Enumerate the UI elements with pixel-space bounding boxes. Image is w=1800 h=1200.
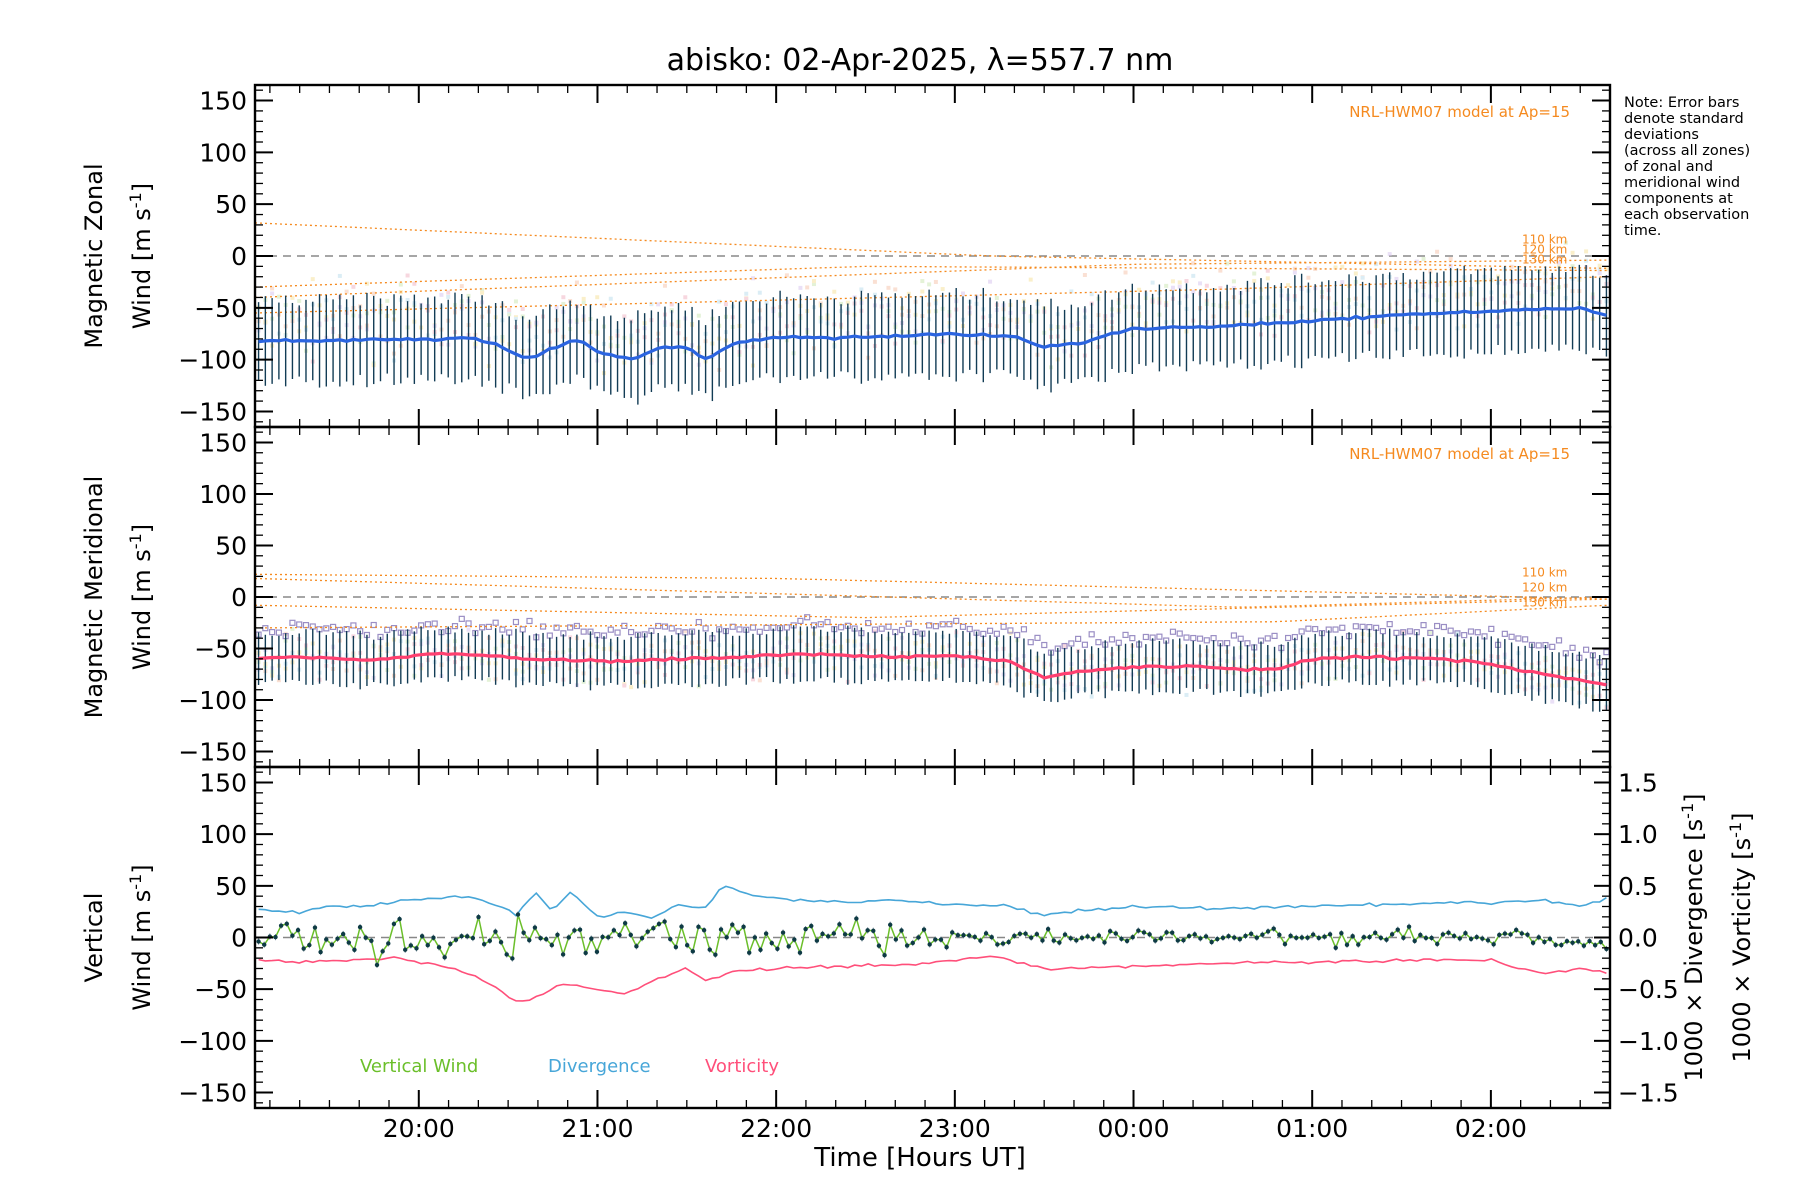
note-line: time. <box>1624 223 1661 239</box>
vorticity-axis-label: 1000 × Vorticity [s-1] <box>1726 813 1756 1063</box>
y-tick-label: 150 <box>199 428 247 457</box>
model-altitude-label: 120 km <box>1522 243 1567 257</box>
note-line: meridional wind <box>1624 175 1740 191</box>
y-tick-label: −150 <box>178 1079 247 1108</box>
right-y-tick-label: 0.5 <box>1618 872 1658 901</box>
divergence-line <box>258 885 1607 920</box>
model-curves <box>255 573 1610 629</box>
panel-vertical: Vertical Wind Divergence Vorticity 1.5 1.0 0.… <box>80 765 1756 1110</box>
y-axis-label-line2: Wind [m s-1] <box>126 524 156 670</box>
legend-item: Vorticity <box>705 1056 779 1077</box>
y-axis-label-line2: Wind [m s-1] <box>126 864 156 1010</box>
y-tick-label: −150 <box>178 397 247 426</box>
y-axis-label-line2: Wind [m s-1] <box>126 183 156 329</box>
zone-scatter <box>256 240 1609 376</box>
y-tick-label: 150 <box>199 87 247 116</box>
y-tick-label: 50 <box>215 190 247 219</box>
model-label: NRL-HWM07 model at Ap=15 <box>1349 103 1570 121</box>
y-tick-label: −100 <box>178 346 247 375</box>
y-axis-label-line1: Magnetic Zonal <box>80 163 108 348</box>
x-axis-label: Time [Hours UT] <box>813 1143 1026 1173</box>
y-axis-label-line1: Vertical <box>80 893 108 983</box>
model-altitude-label: 130 km <box>1522 253 1567 267</box>
y-tick-label: 50 <box>215 531 247 560</box>
meridional-mean-wind-line <box>258 651 1607 687</box>
x-axis: 20:00 21:00 22:00 23:00 00:00 01:00 02:00 <box>383 1114 1527 1143</box>
y-tick-label: 150 <box>199 769 247 798</box>
note-line: deviations <box>1624 127 1699 143</box>
model-curves <box>255 222 1610 314</box>
note-line: (across all zones) <box>1624 143 1750 159</box>
x-tick-label: 20:00 <box>383 1114 455 1143</box>
vorticity-line <box>258 955 1607 1002</box>
right-y-tick-label: 1.5 <box>1618 769 1658 798</box>
x-tick-label: 22:00 <box>740 1114 812 1143</box>
y-tick-label: −50 <box>194 975 247 1004</box>
chart-title: abisko: 02-Apr-2025, λ=557.7 nm <box>667 43 1174 78</box>
note-line: components at <box>1624 191 1733 207</box>
y-tick-label: −50 <box>194 635 247 664</box>
note-line: each observation <box>1624 207 1749 223</box>
zonal-mean-wind-line <box>258 305 1607 361</box>
y-tick-label: 100 <box>199 138 247 167</box>
legend-item: Vertical Wind <box>360 1056 478 1077</box>
y-tick-label: −150 <box>178 738 247 767</box>
legend-item: Divergence <box>548 1056 651 1077</box>
zone-scatter <box>256 626 1609 710</box>
note-line: denote standard <box>1624 111 1744 127</box>
y-tick-label: −100 <box>178 686 247 715</box>
x-tick-label: 02:00 <box>1455 1114 1527 1143</box>
model-altitude-label: 120 km <box>1522 580 1567 594</box>
y-tick-label: −50 <box>194 294 247 323</box>
note-line: Note: Error bars <box>1624 95 1739 111</box>
note-line: of zonal and <box>1624 159 1713 175</box>
y-tick-label: 50 <box>215 872 247 901</box>
vertical-wind-points <box>256 911 1609 969</box>
y-axis-label-line1: Magnetic Meridional <box>80 476 108 719</box>
model-label: NRL-HWM07 model at Ap=15 <box>1349 445 1570 463</box>
y-tick-label: 0 <box>231 924 247 953</box>
x-tick-label: 00:00 <box>1097 1114 1169 1143</box>
divergence-axis-label: 1000 × Divergence [s-1] <box>1678 793 1708 1081</box>
x-tick-label: 01:00 <box>1276 1114 1348 1143</box>
right-y-tick-label: −0.5 <box>1618 975 1679 1004</box>
y-tick-label: 0 <box>231 583 247 612</box>
y-tick-label: 100 <box>199 820 247 849</box>
right-y-tick-label: −1.0 <box>1618 1027 1679 1056</box>
model-altitude-label: 130 km <box>1522 595 1567 609</box>
x-tick-label: 23:00 <box>919 1114 991 1143</box>
right-y-tick-label: −1.5 <box>1618 1079 1679 1108</box>
y-tick-label: −100 <box>178 1027 247 1056</box>
model-altitude-label: 110 km <box>1522 565 1567 579</box>
x-tick-label: 21:00 <box>561 1114 633 1143</box>
model-altitude-label: 110 km <box>1522 233 1567 247</box>
y-tick-label: 0 <box>231 242 247 271</box>
y-tick-label: 100 <box>199 480 247 509</box>
right-y-tick-label: 1.0 <box>1618 820 1658 849</box>
right-y-tick-label: 0.0 <box>1618 924 1658 953</box>
